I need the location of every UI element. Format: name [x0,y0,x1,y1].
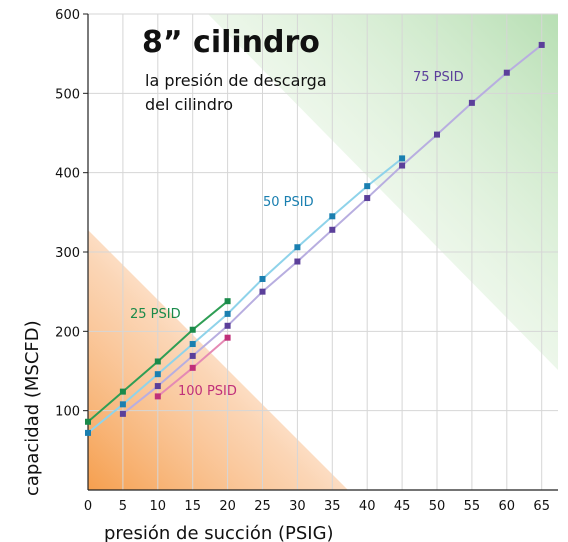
series-75-psid: 75 PSID [119,41,545,417]
data-point [189,326,196,333]
y-tick-label: 600 [55,8,80,23]
data-point [119,401,126,408]
grid [88,13,558,490]
data-point [119,410,126,417]
data-point [85,418,91,425]
chart-title: 8” cilindro [142,25,320,60]
series-label: 75 PSID [413,70,464,85]
x-tick-label: 60 [499,499,516,514]
x-tick-label: 5 [119,499,127,514]
data-point [224,298,231,305]
x-tick-label: 10 [150,499,167,514]
y-tick-labels: 100 200 300 400 500 600 [55,8,80,420]
data-point [224,322,231,329]
data-point [468,99,475,106]
y-tick-label: 500 [55,87,80,102]
x-tick-label: 40 [359,499,376,514]
chart-subtitle-line-1: la presión de descarga [145,71,327,90]
data-point [119,388,126,395]
data-point [224,310,231,317]
data-point [329,226,336,233]
data-point [538,41,545,48]
data-point [329,213,336,220]
orange-gradient-area [88,230,348,490]
series-25-psid: 25 PSID [85,298,231,425]
x-tick-label: 50 [429,499,446,514]
x-tick-label: 35 [324,499,341,514]
data-point [189,364,196,371]
y-tick-label: 400 [55,167,80,182]
data-point [399,162,406,169]
series-line [87,157,403,434]
data-point [434,131,440,138]
y-tick-label: 200 [55,325,80,340]
data-point [154,383,161,390]
series-50-psid: 50 PSID [85,155,406,436]
data-point [294,258,301,265]
series-layer: 75 PSID 50 PSID 25 PSID 100 PSID [85,41,545,436]
data-point [85,429,91,436]
data-point [259,275,266,282]
data-point [364,183,371,190]
x-axis-title: presión de succión (PSIG) [104,523,334,542]
data-point [154,371,161,378]
x-tick-label: 25 [254,499,271,514]
series-label: 25 PSID [130,307,181,322]
y-axis-title: capacidad (MSCFD) [22,320,43,496]
axes [83,13,558,491]
chart-subtitle-line-2: del cilindro [145,95,233,114]
y-tick-label: 100 [55,405,80,420]
x-tick-label: 30 [289,499,306,514]
x-tick-label: 15 [184,499,201,514]
y-tick-label: 300 [55,246,80,261]
data-point [189,341,196,348]
data-point [154,393,161,400]
data-point [259,288,266,295]
x-tick-label: 65 [533,499,550,514]
x-tick-label: 20 [219,499,236,514]
series-label: 50 PSID [263,195,314,210]
x-tick-label: 55 [464,499,481,514]
x-tick-label: 45 [394,499,411,514]
series-label: 100 PSID [178,384,237,399]
data-point [224,334,231,341]
data-point [154,358,161,365]
x-tick-labels: 0 5 10 15 20 25 30 35 40 45 50 55 60 65 [84,499,550,514]
data-point [503,69,510,76]
x-tick-label: 0 [84,499,92,514]
data-point [399,155,406,162]
series-100-psid: 100 PSID [154,334,237,400]
data-point [294,244,301,251]
data-point [364,195,371,202]
data-point [189,352,196,359]
